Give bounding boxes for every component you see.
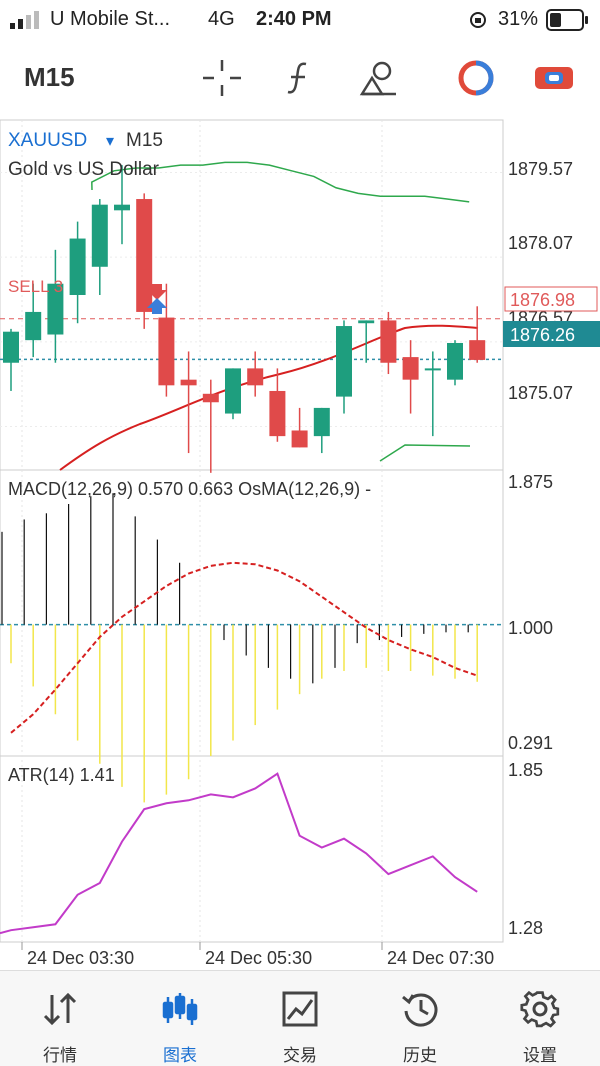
- candle-body: [25, 311, 42, 341]
- macd-tick: 0.291: [508, 733, 553, 753]
- candles-layer: [0, 161, 503, 473]
- price-chart[interactable]: XAUUSD ▾ M15 Gold vs US Dollar SELL 3 18…: [0, 118, 600, 970]
- nav-label: 图表: [163, 1046, 197, 1065]
- chart-candles-icon: [162, 993, 198, 1025]
- atr-line: [0, 772, 478, 935]
- candle-body: [402, 357, 419, 380]
- candle-body: [358, 320, 375, 324]
- candle-body: [3, 331, 19, 363]
- candle-body: [180, 379, 197, 386]
- symbol-description: Gold vs US Dollar: [8, 159, 160, 180]
- quotes-arrows-icon: [43, 992, 77, 1026]
- candle-body: [225, 368, 241, 414]
- timeframe-button[interactable]: M15: [24, 62, 75, 92]
- chart-toolbar: M15: [0, 40, 600, 116]
- macd-signal-line: [10, 561, 478, 734]
- time-label: 24 Dec 03:30: [27, 948, 134, 968]
- sell-arrow-icon: [147, 284, 167, 300]
- nav-item-trade[interactable]: 交易: [240, 971, 360, 1066]
- network-type: 4G: [208, 8, 235, 30]
- atr-layer: [0, 772, 478, 935]
- objects-icon[interactable]: [356, 58, 400, 98]
- candle-body: [447, 342, 463, 380]
- atr-label: ATR(14) 1.41: [8, 765, 115, 785]
- nav-label: 设置: [523, 1046, 557, 1065]
- candle-body: [47, 283, 64, 335]
- orientation-lock-icon: [470, 12, 486, 28]
- price-tick: 1878.07: [508, 233, 573, 253]
- candle-body: [247, 368, 264, 386]
- trade-chart-icon: [282, 991, 318, 1027]
- signal-bars-icon: [10, 11, 39, 29]
- nav-item-quotes[interactable]: 行情: [0, 971, 120, 1066]
- crosshair-icon[interactable]: [200, 58, 244, 98]
- candle-body: [136, 199, 153, 312]
- nav-label: 交易: [283, 1046, 317, 1065]
- nav-label: 行情: [43, 1046, 77, 1065]
- candle-body: [114, 204, 130, 211]
- atr-tick: 1.85: [508, 760, 543, 780]
- symbol-name[interactable]: XAUUSD: [8, 130, 87, 151]
- status-bar: U Mobile St... 4G 2:40 PM 31%: [0, 0, 600, 40]
- macd-label: MACD(12,26,9) 0.570 0.663 OsMA(12,26,9) …: [8, 479, 371, 499]
- candle-body: [313, 407, 330, 437]
- buy-arrow-icon: [147, 298, 167, 314]
- candle-body: [291, 430, 308, 448]
- candle-body: [202, 393, 219, 403]
- nav-item-history[interactable]: 历史: [360, 971, 480, 1066]
- settings-gear-icon: [520, 990, 560, 1028]
- chevron-down-icon[interactable]: ▾: [106, 133, 114, 150]
- battery-icon: [546, 9, 588, 31]
- lower-envelope-line: [379, 444, 471, 462]
- nav-label: 历史: [403, 1046, 437, 1065]
- macd-layer: [0, 493, 503, 803]
- function-icon[interactable]: [278, 58, 322, 98]
- moving-average-line: [59, 324, 479, 471]
- history-clock-icon: [402, 993, 438, 1027]
- macd-tick: 1.000: [508, 618, 553, 638]
- candle-body: [269, 390, 286, 437]
- grid: [0, 120, 503, 942]
- candle-body: [424, 368, 441, 371]
- sell-price: 1876.98: [510, 290, 575, 310]
- atr-panel-frame: [0, 755, 504, 943]
- trade-icon[interactable]: [532, 58, 576, 98]
- chart-area[interactable]: XAUUSD ▾ M15 Gold vs US Dollar SELL 3 18…: [0, 118, 600, 970]
- carrier-name: U Mobile St...: [50, 8, 171, 30]
- time-label: 24 Dec 05:30: [205, 948, 312, 968]
- sell-price-box: [504, 286, 598, 312]
- nav-item-settings[interactable]: 设置: [480, 971, 600, 1066]
- candle-body: [69, 238, 86, 295]
- one-click-trading-icon[interactable]: [454, 58, 498, 98]
- clock: 2:40 PM: [256, 8, 332, 30]
- chart-timeframe: M15: [126, 130, 163, 151]
- sell-order-label: SELL 3: [8, 277, 63, 296]
- upper-envelope-line: [91, 161, 470, 203]
- atr-tick: 1.28: [508, 918, 543, 938]
- price-tick: 1879.57: [508, 159, 573, 179]
- candle-body: [469, 340, 486, 360]
- bid-price: 1876.26: [510, 325, 575, 345]
- candle-body: [91, 204, 108, 267]
- time-label: 24 Dec 07:30: [387, 948, 494, 968]
- candle-body: [158, 317, 175, 386]
- price-tick: 1875.07: [508, 383, 573, 403]
- macd-tick: 1.875: [508, 472, 553, 492]
- candle-body: [336, 326, 352, 397]
- candle-body: [380, 320, 397, 363]
- nav-item-chart[interactable]: 图表: [120, 971, 240, 1066]
- bottom-navigation: 行情 图表 交易 历史: [0, 970, 600, 1066]
- bid-price-box: [503, 321, 600, 347]
- battery-percent: 31%: [498, 8, 539, 30]
- macd-panel-frame: [0, 469, 504, 757]
